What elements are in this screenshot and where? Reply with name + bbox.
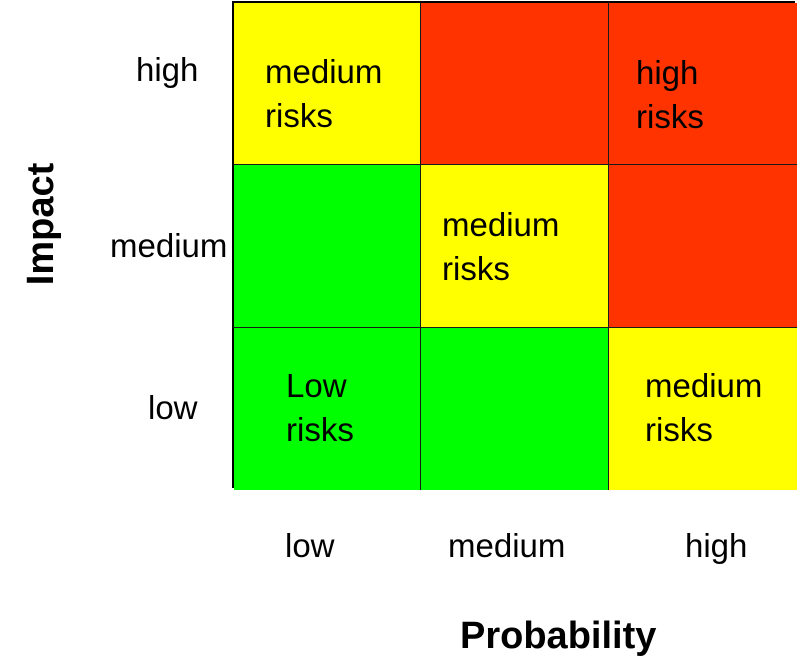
y-axis-title: Impact bbox=[20, 162, 62, 286]
cell-label: medium risks bbox=[645, 367, 763, 448]
cell-low-impact-medium-prob bbox=[421, 328, 609, 490]
cell-label: Low risks bbox=[286, 367, 354, 448]
cell-high-impact-high-prob: high risks bbox=[609, 3, 797, 165]
cell-high-impact-medium-prob bbox=[421, 3, 609, 165]
cell-label: medium risks bbox=[265, 53, 383, 134]
cell-low-impact-low-prob: Low risks bbox=[234, 328, 421, 490]
cell-label: medium risks bbox=[442, 206, 560, 287]
col-label-high: high bbox=[685, 527, 748, 564]
cell-label: high risks bbox=[636, 54, 704, 135]
cell-medium-impact-medium-prob: medium risks bbox=[421, 165, 609, 328]
cell-high-impact-low-prob: medium risks bbox=[234, 3, 421, 165]
x-axis-title: Probability bbox=[460, 615, 657, 657]
cell-low-impact-high-prob: medium risks bbox=[609, 328, 797, 490]
row-label-low: low bbox=[148, 389, 198, 426]
col-label-low: low bbox=[285, 527, 335, 564]
cell-medium-impact-high-prob bbox=[609, 165, 797, 328]
row-label-medium: medium bbox=[110, 227, 228, 264]
col-label-medium: medium bbox=[448, 527, 566, 564]
risk-grid: medium risks high risks medium risks Low… bbox=[232, 1, 797, 490]
cell-medium-impact-low-prob bbox=[234, 165, 421, 328]
row-label-high: high bbox=[136, 51, 199, 88]
